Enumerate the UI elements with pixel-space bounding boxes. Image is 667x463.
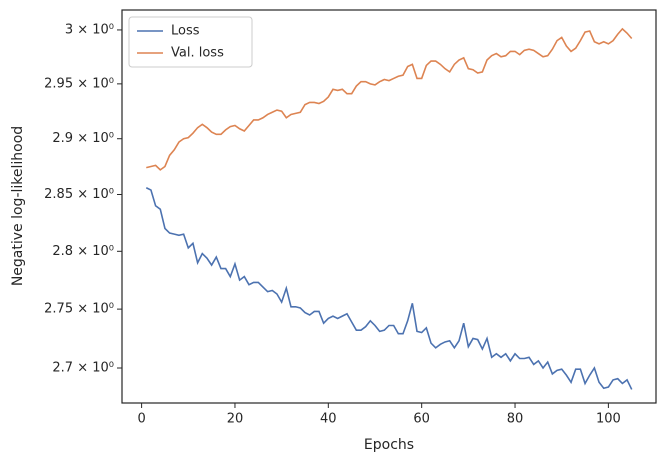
y-tick-label: 2.9 × 10⁰ (52, 131, 114, 146)
legend-label: Loss (171, 24, 200, 39)
x-tick-label: 80 (507, 412, 524, 427)
plot-frame (121, 9, 657, 404)
x-axis-label: Epochs (364, 437, 414, 453)
x-tick-label: 40 (320, 412, 337, 427)
x-tick-label: 100 (596, 412, 621, 427)
y-axis-label: Negative log-likelihood (10, 126, 26, 286)
y-tick-label: 2.85 × 10⁰ (44, 187, 114, 202)
x-tick-label: 0 (137, 412, 145, 427)
x-tick-label: 20 (227, 412, 244, 427)
y-tick-label: 2.95 × 10⁰ (44, 76, 114, 91)
y-tick-label: 2.8 × 10⁰ (52, 244, 114, 259)
y-tick-label: 2.75 × 10⁰ (44, 302, 114, 317)
y-tick-label: 2.7 × 10⁰ (52, 360, 114, 375)
legend (128, 16, 253, 68)
line (146, 27, 633, 171)
y-tick-label: 3 × 10⁰ (65, 22, 114, 37)
line (145, 187, 633, 390)
legend-label: Val. loss (171, 46, 224, 61)
x-tick-label: 60 (413, 412, 430, 427)
